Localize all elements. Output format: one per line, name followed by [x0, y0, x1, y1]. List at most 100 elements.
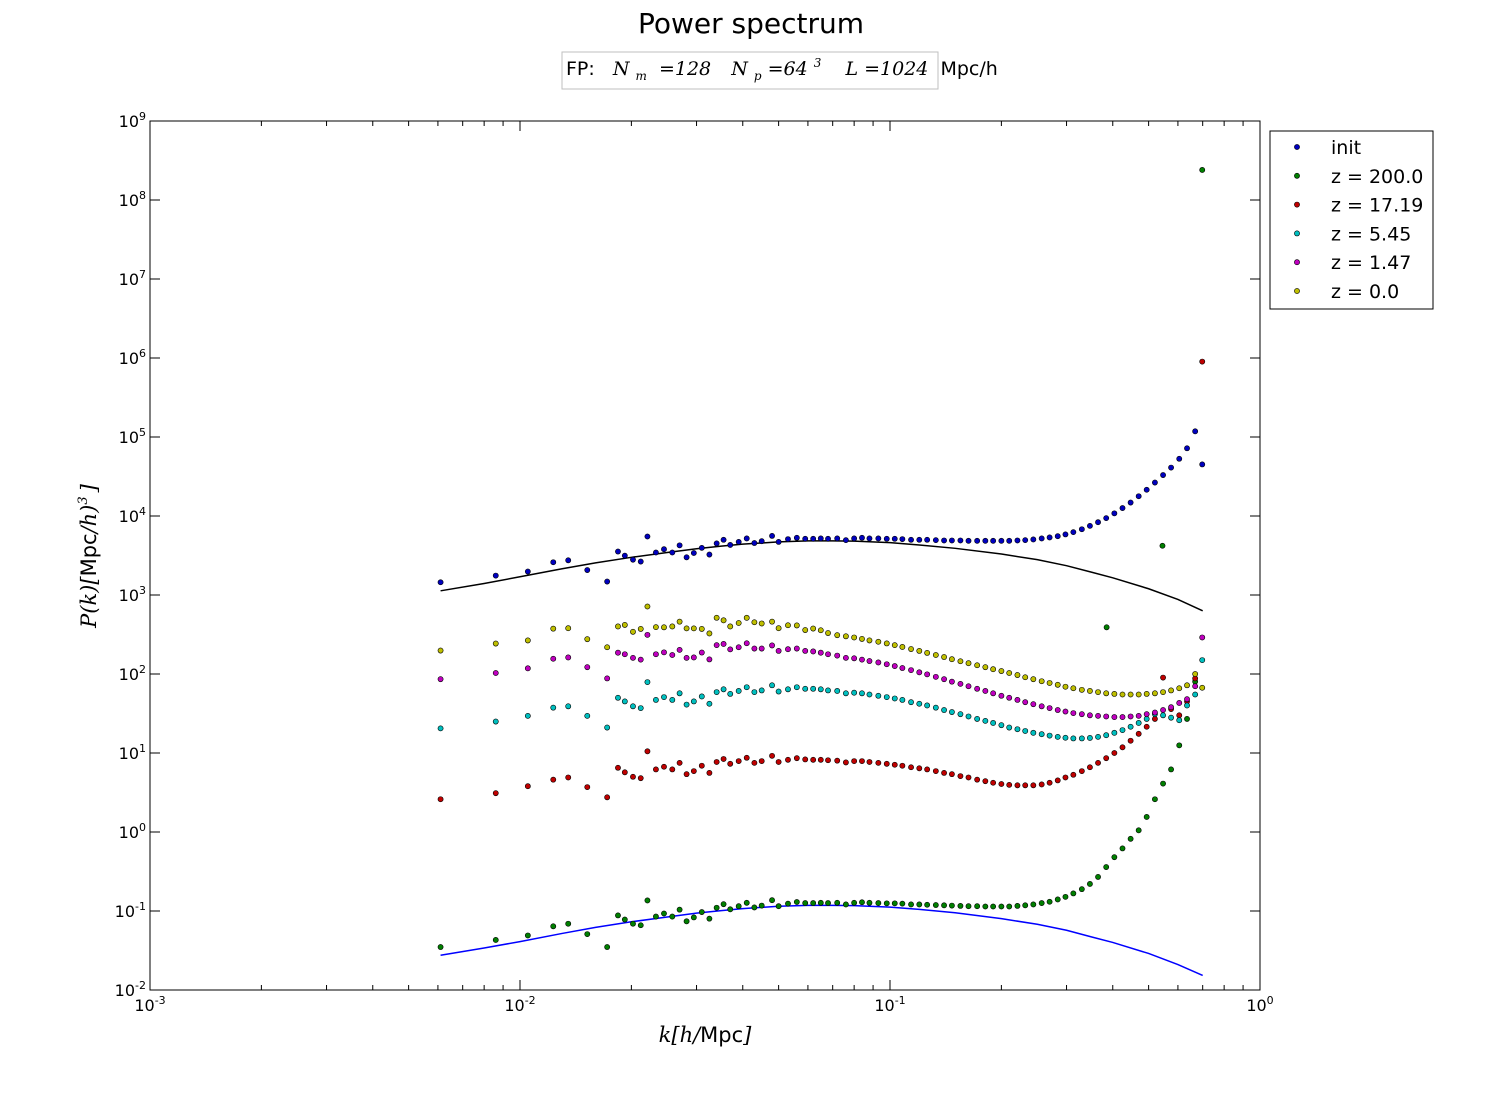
data-point — [743, 535, 750, 542]
data-point — [630, 920, 636, 927]
data-point — [621, 769, 628, 776]
data-point — [669, 652, 676, 658]
data-point — [1087, 764, 1093, 771]
data-point — [932, 902, 939, 908]
info-l-label: L — [844, 58, 858, 80]
data-point — [949, 771, 955, 778]
info-np-label: N — [730, 58, 749, 80]
data-point — [661, 624, 667, 631]
data-point — [584, 664, 591, 671]
data-point — [676, 646, 683, 653]
data-point — [891, 642, 898, 649]
data-point — [676, 542, 683, 549]
data-point — [1006, 537, 1013, 544]
data-point — [843, 654, 849, 661]
data-point — [683, 701, 690, 708]
data-point — [661, 694, 667, 700]
data-point — [834, 535, 841, 542]
data-point — [793, 755, 800, 762]
data-point — [990, 720, 997, 726]
data-point — [916, 901, 923, 908]
data-point — [621, 651, 628, 658]
data-point — [957, 680, 964, 687]
data-point — [492, 572, 499, 579]
data-point — [1006, 724, 1013, 731]
data-point — [998, 903, 1005, 910]
data-point — [584, 567, 591, 573]
data-point — [899, 900, 906, 907]
data-point — [1078, 735, 1085, 742]
data-point — [932, 652, 939, 658]
data-point — [584, 784, 591, 791]
data-point — [1184, 696, 1190, 703]
data-point — [875, 535, 882, 542]
data-point — [941, 707, 947, 713]
data-point — [615, 649, 621, 656]
data-point — [727, 906, 734, 913]
data-point — [1006, 670, 1013, 676]
data-point — [982, 717, 989, 724]
data-point — [653, 549, 659, 556]
data-point — [1127, 835, 1134, 842]
data-point — [437, 579, 444, 586]
data-point — [817, 649, 824, 656]
data-point — [727, 542, 734, 548]
data-point — [899, 762, 906, 769]
data-point — [1006, 694, 1013, 701]
data-point — [743, 614, 750, 621]
data-point — [891, 663, 898, 669]
data-point — [683, 625, 690, 632]
data-point — [653, 651, 659, 658]
data-point — [941, 902, 947, 909]
data-point — [932, 537, 939, 544]
info-np-sub: p — [754, 69, 762, 83]
data-point — [785, 900, 791, 907]
data-point — [875, 900, 882, 906]
data-point — [644, 603, 651, 610]
data-point — [859, 758, 865, 764]
data-point — [916, 765, 923, 772]
data-point — [1159, 542, 1166, 549]
data-point — [621, 552, 628, 559]
data-point — [998, 668, 1005, 674]
theory-line-1 — [440, 904, 1203, 977]
data-point — [758, 538, 765, 545]
data-point — [1127, 713, 1134, 720]
data-point — [713, 689, 720, 695]
data-point — [706, 769, 713, 776]
data-point — [565, 774, 572, 781]
minor-ticks — [260, 121, 1244, 990]
data-point — [630, 773, 636, 780]
data-point — [706, 630, 713, 637]
data-point — [524, 712, 531, 719]
data-point — [1046, 898, 1053, 905]
data-point — [924, 536, 931, 543]
data-point — [524, 665, 531, 672]
data-point — [1022, 782, 1029, 789]
data-point — [883, 760, 890, 767]
data-point — [720, 617, 727, 624]
data-point — [1030, 701, 1037, 708]
data-point — [550, 625, 557, 632]
data-point — [615, 912, 621, 919]
data-point — [817, 899, 824, 906]
y-tick-label: 104 — [119, 505, 146, 526]
data-point — [1176, 685, 1183, 692]
data-point — [974, 662, 981, 669]
data-point — [630, 703, 636, 710]
data-point — [698, 909, 705, 915]
data-point — [1119, 714, 1126, 720]
data-point — [437, 676, 444, 683]
data-point — [775, 759, 782, 765]
data-point — [883, 661, 890, 668]
data-point — [769, 618, 775, 625]
data-point — [735, 620, 742, 626]
info-nm-value: =128 — [659, 58, 711, 80]
data-point — [825, 900, 831, 906]
data-point — [899, 536, 906, 542]
data-point — [802, 648, 809, 654]
data-point — [524, 637, 531, 644]
data-point — [1152, 716, 1158, 722]
data-point — [683, 654, 690, 661]
data-point — [1160, 707, 1166, 713]
